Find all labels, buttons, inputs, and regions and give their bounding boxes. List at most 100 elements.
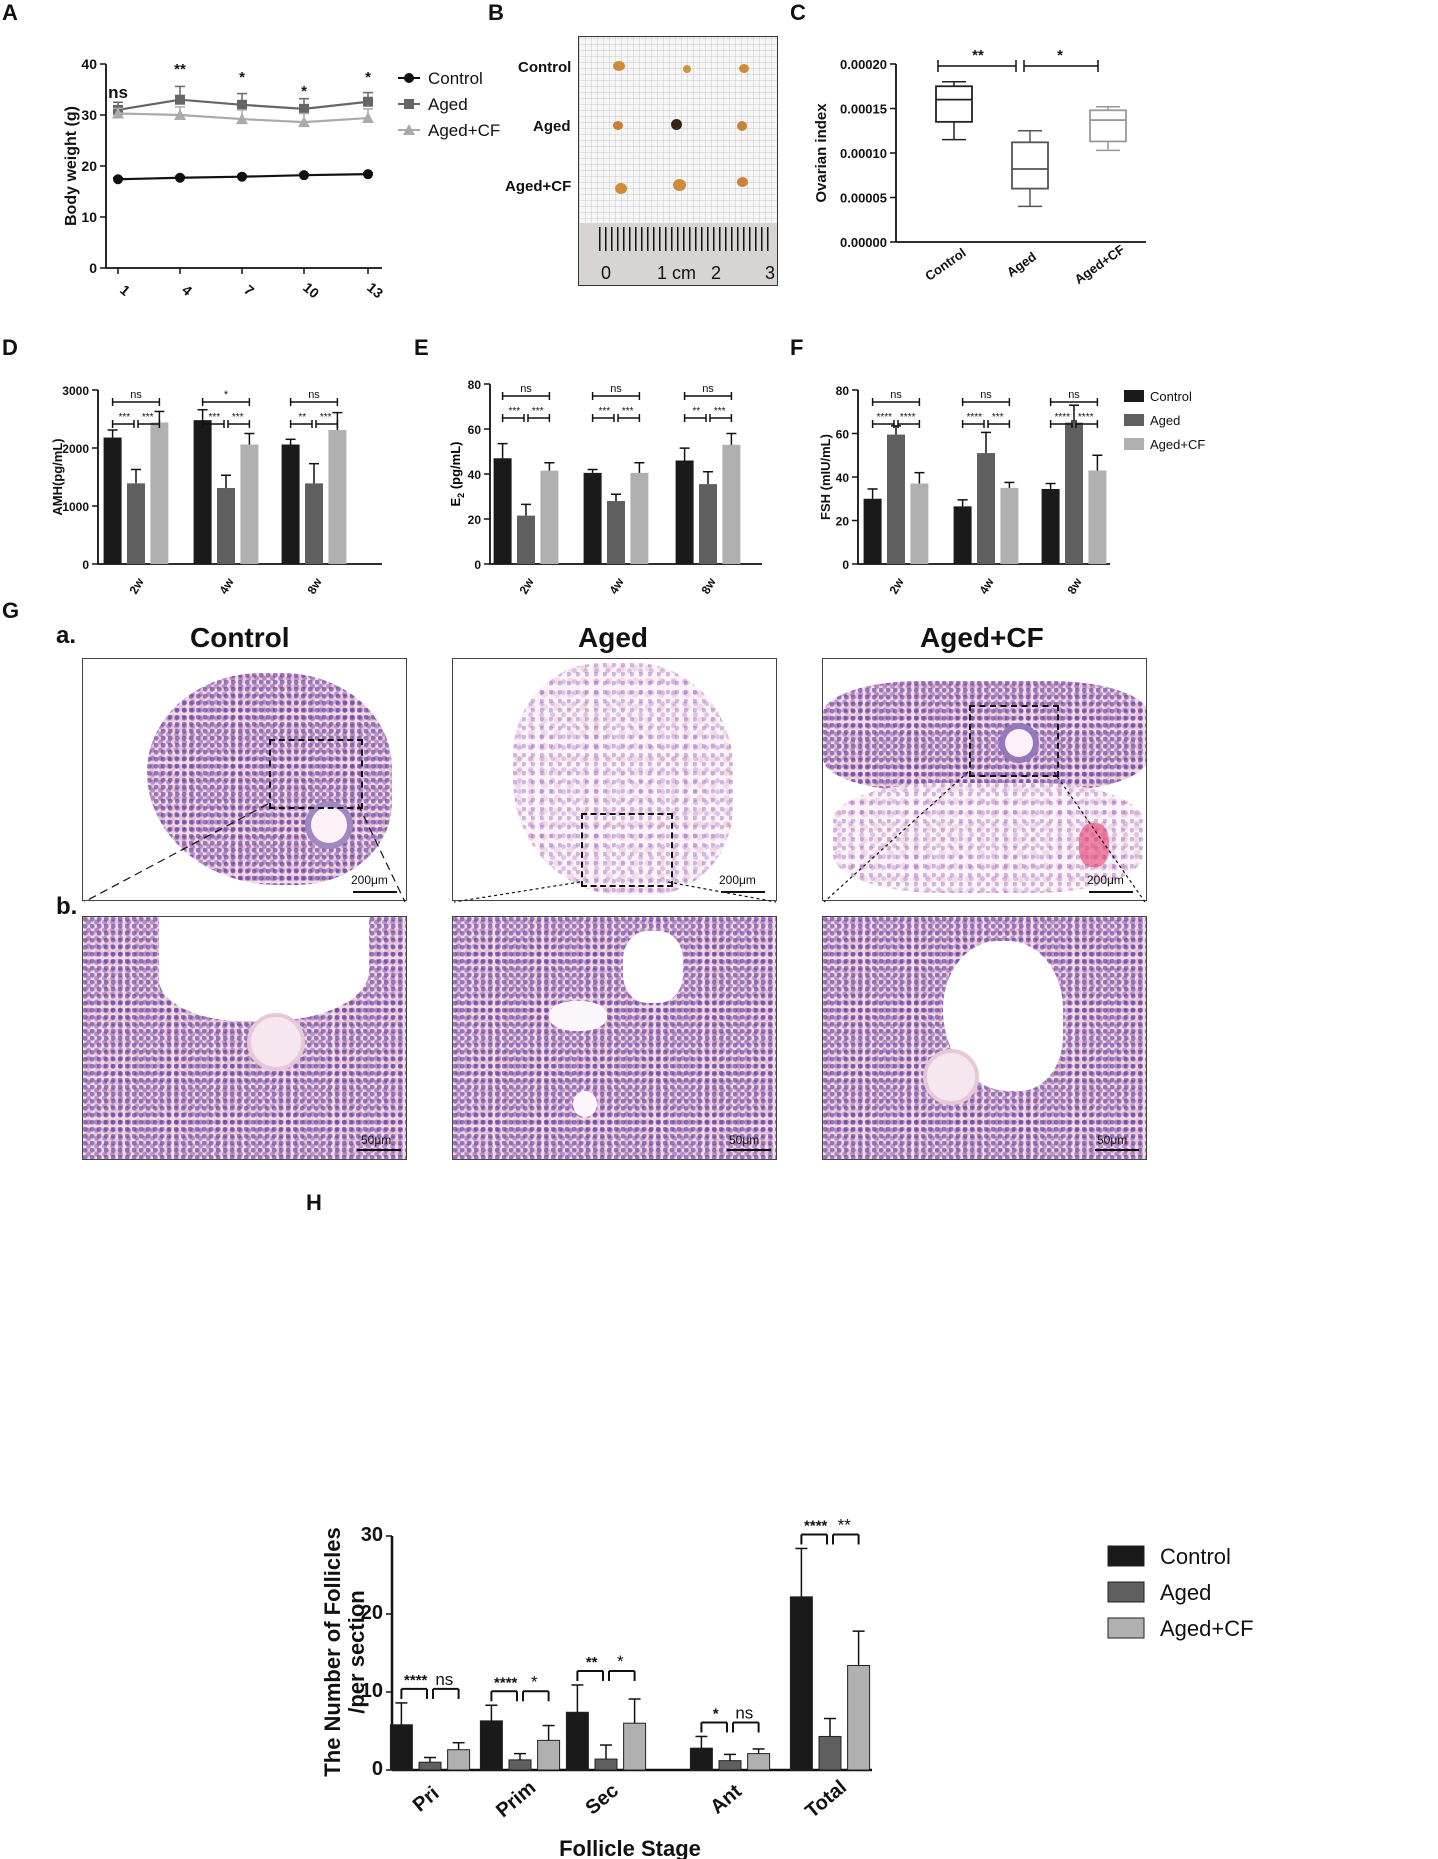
panel-h-y-tick-label: 10 — [361, 1680, 383, 1702]
panel-c-x-tick-label: Aged — [1004, 249, 1039, 280]
panel-e-significance: *** — [622, 406, 634, 417]
panel-c-significance: * — [1057, 47, 1063, 64]
panel-h-bar — [537, 1739, 561, 1771]
histology-overview-aged: 200μm — [452, 658, 777, 901]
panel-f-y-tick-label: 60 — [836, 428, 850, 442]
panel-h-bar — [718, 1760, 742, 1771]
panel-a-point — [299, 103, 309, 114]
panel-e-y-tick-label: 80 — [468, 378, 482, 392]
oocyte — [923, 1049, 979, 1105]
panel-d-bar — [103, 437, 122, 564]
panel-h-x-tick-label: Total — [801, 1776, 851, 1823]
panel-d-bar — [305, 483, 323, 564]
panel-a-point — [363, 169, 373, 180]
panel-d-bar — [281, 444, 300, 564]
panel-f-x-tick-label: 4w — [976, 575, 996, 596]
panel-e-significance: ** — [692, 406, 700, 417]
ruler-label-0: 0 — [601, 263, 612, 283]
panel-c-box — [1089, 109, 1127, 143]
panel-h-y-tick-label: 0 — [372, 1758, 383, 1780]
panel-h-bar — [479, 1720, 503, 1771]
panel-e-significance: ns — [520, 383, 532, 395]
panel-f-x-tick-label: 8w — [1064, 575, 1084, 596]
panel-e-x-tick-label: 2w — [516, 575, 536, 596]
panel-f-y-tick-label: 20 — [836, 515, 850, 529]
panel-a-y-tick-label: 20 — [81, 158, 97, 174]
panel-a-legend-label: Aged+CF — [428, 121, 500, 140]
panel-c-y-label: Ovarian index — [813, 103, 830, 203]
vacuole — [573, 1091, 597, 1117]
scale-bar — [727, 1149, 771, 1151]
panel-e-bar — [583, 472, 602, 564]
panel-label-g: G — [2, 598, 20, 623]
scale-label: 50μm — [729, 1133, 760, 1147]
ovary-photo: 0 1 cm 2 3 — [578, 36, 778, 286]
panel-label-c: C — [790, 0, 806, 25]
panel-a-significance: * — [365, 69, 371, 86]
panel-d-y-tick-label: 3000 — [62, 384, 89, 398]
panel-d-significance: ns — [308, 389, 320, 401]
panel-d-significance: * — [224, 389, 229, 401]
panel-f-y-tick-label: 0 — [842, 558, 849, 572]
panel-h-x-tick-label: Pri — [409, 1782, 444, 1816]
panel-d-significance: *** — [232, 412, 244, 423]
inset-box — [269, 739, 363, 809]
panel-a-y-tick-label: 10 — [81, 209, 97, 225]
panel-e-bar — [630, 472, 649, 564]
panel-e-x-tick-label: 4w — [606, 575, 626, 596]
panel-h-significance: **** — [804, 1517, 828, 1534]
panel-a-legend-label: Aged — [428, 95, 468, 114]
panel-h-bar — [789, 1596, 813, 1771]
ovary-sample — [615, 183, 627, 194]
vacuole — [549, 1001, 607, 1031]
panel-c-y-tick-label: 0.00005 — [840, 191, 887, 206]
panel-f-significance: **** — [900, 412, 916, 423]
panel-d-y-tick-label: 2000 — [62, 442, 89, 456]
panel-a-x-tick-label: 13 — [364, 279, 386, 301]
follicle — [999, 723, 1039, 763]
histology-title-agedcf: Aged+CF — [920, 622, 1044, 653]
ovary-sample — [613, 121, 623, 130]
panel-h-bar — [389, 1724, 413, 1771]
panel-f-bar — [977, 453, 995, 564]
panel-a-significance: ** — [174, 61, 186, 78]
ovary-sample — [737, 121, 747, 131]
panel-a-point — [237, 99, 247, 110]
panel-f-significance: **** — [877, 412, 893, 423]
panel-f-bar — [910, 483, 929, 564]
panel-h-legend-label: Aged — [1160, 1580, 1211, 1605]
panel-e-significance: *** — [508, 406, 520, 417]
panel-h-bar — [447, 1749, 471, 1771]
panel-c-box — [935, 85, 973, 123]
panel-h-bar — [594, 1758, 618, 1771]
panel-f-significance: ns — [1068, 389, 1080, 401]
panel-label-e: E — [414, 335, 429, 360]
panel-f-legend-label: Aged+CF — [1150, 437, 1205, 452]
panel-e-bar — [493, 458, 512, 564]
panel-h-bar — [623, 1722, 647, 1771]
histology-detail-aged: 50μm — [452, 916, 777, 1160]
panel-e-significance: *** — [532, 406, 544, 417]
panel-c-y-tick-label: 0.00020 — [840, 57, 887, 72]
panel-a-significance: * — [301, 83, 307, 100]
ovary-sample — [737, 177, 748, 187]
panel-f-significance: ns — [980, 389, 992, 401]
panel-a-significance: * — [239, 69, 245, 86]
photo-row-label-control: Control — [518, 59, 572, 76]
panel-a-point — [236, 113, 248, 125]
panel-h-significance: * — [713, 1705, 719, 1722]
panel-d-x-tick-label: 2w — [126, 575, 146, 596]
panel-e-x-tick-label: 8w — [698, 575, 718, 596]
follicle — [305, 801, 353, 849]
panel-h-bar — [847, 1664, 871, 1771]
ruler-ticks — [599, 227, 769, 251]
panel-f-significance: **** — [967, 412, 983, 423]
panel-d-y-label: AMH(pg/mL) — [50, 438, 65, 515]
ovary-sample — [673, 179, 686, 191]
panel-e-y-tick-label: 0 — [474, 558, 481, 572]
vacuole — [623, 931, 683, 1003]
panel-h-bar — [689, 1747, 713, 1771]
panel-h-x-tick-label: Ant — [706, 1780, 746, 1818]
